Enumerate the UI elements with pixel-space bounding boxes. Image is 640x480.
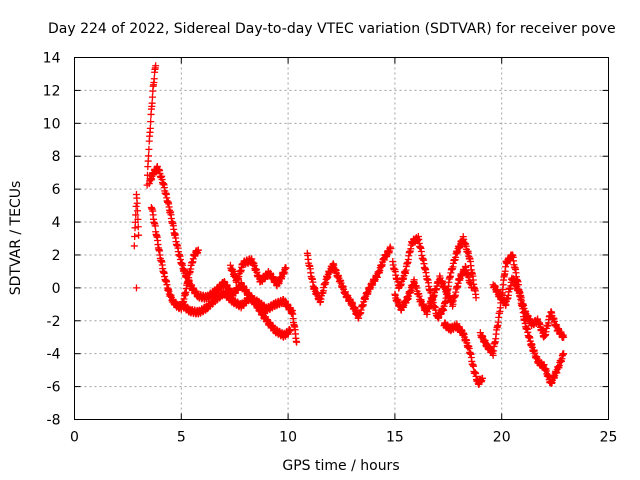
y-tick-label: 2: [52, 248, 61, 264]
x-tick-label: 5: [177, 430, 186, 446]
data-point: [293, 338, 301, 346]
series-arc-a: [130, 191, 143, 250]
data-point: [148, 93, 156, 101]
x-axis-label: GPS time / hours: [282, 458, 399, 474]
series-arc-j: [440, 319, 486, 388]
x-tick-label: 0: [70, 430, 79, 446]
y-tick-label: 6: [52, 182, 61, 198]
data-point: [282, 264, 290, 272]
data-point: [130, 242, 138, 250]
y-tick-label: -6: [47, 380, 61, 396]
series-arc-l: [489, 274, 568, 341]
data-point: [145, 152, 153, 160]
grid-layer: [74, 57, 609, 420]
data-point: [560, 333, 568, 341]
data-point: [135, 231, 143, 239]
data-point: [472, 294, 480, 302]
x-tick-label: 10: [279, 430, 297, 446]
data-point: [132, 284, 140, 292]
x-tick-label: 15: [386, 430, 404, 446]
data-point: [194, 246, 202, 254]
data-point: [147, 118, 155, 126]
data-point: [133, 199, 141, 207]
series-arc-f: [226, 255, 290, 290]
y-tick-label: 10: [43, 116, 61, 132]
data-point: [132, 202, 140, 210]
plot-frame: [74, 57, 609, 420]
data-point: [152, 62, 160, 70]
data-point: [131, 233, 139, 241]
x-tick-labels: 0 5 10 15 20 25: [70, 430, 617, 446]
data-point: [132, 211, 140, 219]
data-point: [134, 223, 142, 231]
data-point: [146, 124, 154, 132]
y-tick-label: 14: [43, 51, 61, 67]
series-isolated: [132, 284, 140, 292]
ticks-layer: [74, 57, 609, 420]
series-arc-e: [177, 287, 301, 346]
y-tick-label: 4: [52, 215, 61, 231]
x-tick-label: 20: [493, 430, 511, 446]
data-point: [145, 145, 153, 153]
series-arc-g: [303, 243, 395, 322]
y-tick-labels: -8 -6 -4 -2 0 2 4 6 8 10 12 14: [43, 51, 61, 429]
data-point: [286, 327, 294, 335]
y-axis-label: SDTVAR / TECUs: [8, 181, 24, 296]
y-tick-label: 12: [43, 83, 61, 99]
y-tick-label: 8: [52, 149, 61, 165]
y-tick-label: 0: [52, 281, 61, 297]
data-point: [148, 99, 156, 107]
y-tick-label: -4: [47, 347, 61, 363]
series-arc-b: [143, 62, 160, 189]
data-point: [478, 374, 486, 382]
data-point: [468, 284, 476, 292]
data-point: [387, 244, 395, 252]
points-layer: [130, 62, 568, 388]
chart-title: Day 224 of 2022, Sidereal Day-to-day VTE…: [48, 21, 616, 37]
data-point: [134, 215, 142, 223]
data-point: [134, 207, 142, 215]
data-point: [150, 75, 158, 83]
x-tick-label: 25: [600, 430, 618, 446]
y-tick-label: -2: [47, 314, 61, 330]
y-tick-label: -8: [47, 413, 61, 429]
series-arc-i: [391, 262, 476, 318]
series-arc-k: [476, 251, 568, 387]
data-point: [560, 350, 568, 358]
